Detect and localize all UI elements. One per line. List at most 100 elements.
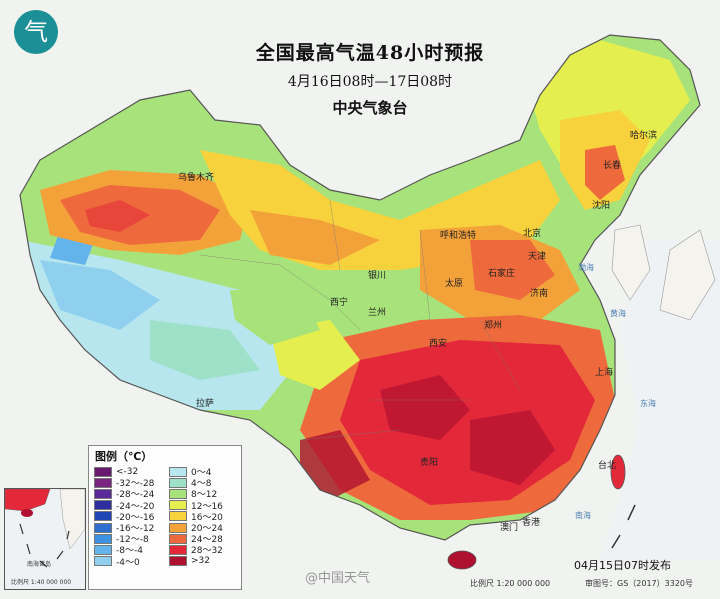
legend-item: 16～20 — [169, 511, 223, 523]
inset-region-label: 南海诸岛 — [27, 561, 52, 568]
legend-item: -16～-12 — [94, 522, 155, 535]
sea-label: 南海 — [575, 511, 591, 520]
taiwan — [610, 454, 626, 490]
city-label: 呼和浩特 — [440, 231, 477, 241]
issue-time: 04月15日07时发布 — [574, 559, 671, 572]
legend-swatch — [169, 556, 187, 567]
legend-swatch — [169, 466, 187, 477]
legend-item: 20～24 — [169, 522, 223, 535]
city-label: 银川 — [368, 271, 387, 281]
legend-swatch — [169, 511, 187, 522]
legend-label: <-32 — [116, 466, 139, 477]
legend-item: 8～12 — [169, 488, 223, 501]
legend-swatch — [94, 466, 112, 477]
legend-swatch — [94, 477, 112, 488]
legend-swatch — [169, 500, 187, 511]
legend-item: -28～-24 — [94, 488, 155, 501]
legend-label: -20～-16 — [116, 512, 155, 523]
legend-swatch — [169, 544, 187, 555]
city-label: 贵阳 — [420, 458, 439, 468]
city-label: 济南 — [530, 289, 549, 299]
legend-item: <-32 — [94, 466, 154, 477]
sea-label: 东海 — [640, 399, 656, 408]
city-label: 长春 — [603, 161, 622, 171]
city-label: 澳门 — [500, 523, 519, 533]
legend-label: 8～12 — [191, 490, 218, 501]
weibo-watermark: @中国天气 — [305, 571, 371, 586]
legend-item: -8～-4 — [94, 544, 154, 557]
legend-label: >32 — [191, 556, 210, 567]
city-label: 上海 — [595, 368, 614, 378]
city-label: 台北 — [598, 461, 617, 471]
legend-swatch — [94, 533, 112, 544]
legend-label: -28～-24 — [116, 490, 155, 501]
legend-label: -24～-20 — [116, 501, 155, 512]
legend-column-left: <-32 -32～-28 -28～-24 -24～-20 -20～-16 -16… — [94, 466, 155, 568]
legend-item: 0～4 — [169, 466, 223, 479]
city-label: 哈尔滨 — [630, 131, 658, 141]
legend-label: 4～8 — [191, 479, 212, 490]
legend-swatch — [169, 477, 187, 488]
legend-swatch — [169, 488, 187, 499]
city-label: 香港 — [522, 518, 541, 528]
city-label: 西宁 — [330, 298, 349, 308]
legend-swatch — [94, 488, 112, 499]
legend-label: 24～28 — [191, 535, 223, 546]
title-block: 全国最高气温48小时预报 4月16日08时—17日08时 中央气象台 — [230, 38, 510, 118]
legend-label: -4～0 — [116, 557, 140, 568]
legend-item: 12～16 — [169, 500, 223, 512]
legend-item: -4～0 — [94, 556, 154, 568]
map-scale: 比例尺 1:20 000 000 — [470, 579, 551, 588]
city-label: 天津 — [528, 252, 547, 262]
map-legend: 图例（℃） <-32 -32～-28 -28～-24 -24～-20 -20～-… — [88, 445, 242, 590]
legend-column-right: 0～4 4～8 8～12 12～16 16～20 20～24 24～28 28～… — [169, 466, 223, 567]
sea-label: 黄海 — [610, 309, 626, 318]
map-review-number: 审图号：GS（2017）3320号 — [585, 579, 693, 588]
legend-label: 28～32 — [191, 546, 223, 557]
forecast-period: 4月16日08时—17日08时 — [287, 74, 453, 90]
legend-label: 0～4 — [191, 468, 212, 479]
city-label: 太原 — [445, 279, 464, 289]
city-label: 沈阳 — [592, 201, 611, 211]
south-china-sea-inset: 比例尺 1:40 000 000 南海诸岛 — [4, 488, 86, 590]
city-label: 石家庄 — [488, 269, 516, 279]
legend-label: -8～-4 — [116, 546, 143, 557]
legend-swatch — [94, 500, 112, 511]
legend-label: 16～20 — [191, 512, 223, 523]
legend-item: -32～-28 — [94, 477, 155, 490]
issuing-organization: 中央气象台 — [332, 99, 408, 117]
legend-item: -20～-16 — [94, 511, 155, 523]
city-label: 兰州 — [368, 308, 387, 318]
legend-swatch — [169, 533, 187, 544]
legend-item: >32 — [169, 556, 223, 567]
city-label: 北京 — [523, 229, 542, 239]
legend-swatch — [94, 511, 112, 522]
city-label: 乌鲁木齐 — [178, 173, 215, 183]
legend-title: 图例（℃） — [95, 450, 153, 463]
legend-label: -12～-8 — [116, 535, 149, 546]
cma-logo: 气 — [14, 10, 58, 54]
city-label: 西安 — [429, 339, 448, 349]
map-title: 全国最高气温48小时预报 — [255, 42, 485, 64]
legend-label: 12～16 — [191, 501, 223, 512]
legend-item: 28～32 — [169, 544, 223, 557]
inset-scale: 比例尺 1:40 000 000 — [11, 579, 72, 586]
legend-item: 4～8 — [169, 477, 223, 490]
hainan — [447, 550, 477, 570]
legend-swatch — [94, 522, 112, 533]
inset-map — [4, 488, 86, 589]
city-label: 郑州 — [484, 321, 503, 331]
legend-swatch — [94, 544, 112, 555]
legend-label: -32～-28 — [116, 479, 155, 490]
sea-label: 渤海 — [578, 263, 594, 272]
legend-swatch — [94, 556, 112, 567]
legend-swatch — [169, 522, 187, 533]
legend-label: -16～-12 — [116, 524, 155, 535]
legend-label: 20～24 — [191, 524, 223, 535]
legend-item: -24～-20 — [94, 500, 155, 512]
legend-item: -12～-8 — [94, 533, 154, 546]
legend-item: 24～28 — [169, 533, 223, 546]
city-label: 拉萨 — [196, 399, 215, 409]
